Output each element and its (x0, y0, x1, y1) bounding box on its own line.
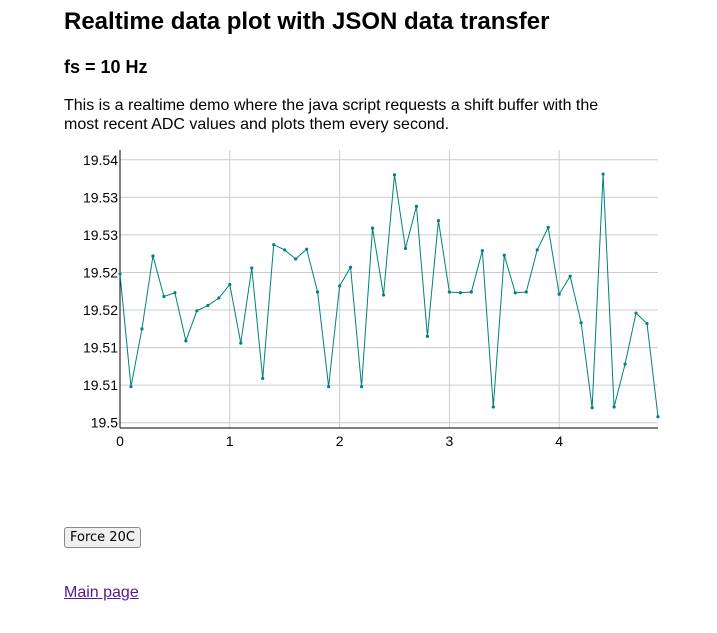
data-point (118, 272, 122, 276)
data-point (239, 341, 243, 345)
page-title: Realtime data plot with JSON data transf… (64, 8, 550, 35)
data-point (261, 376, 265, 381)
data-point (195, 309, 199, 313)
data-point (381, 293, 386, 297)
data-point (173, 291, 177, 295)
y-tick-label: 19.53 (83, 227, 118, 243)
data-point (162, 294, 166, 299)
data-point (305, 247, 309, 251)
data-point (403, 246, 408, 251)
data-point (623, 362, 627, 366)
x-tick-label: 0 (116, 433, 124, 449)
main-page-link[interactable]: Main page (64, 584, 139, 601)
x-tick-label: 2 (336, 433, 344, 449)
data-point (480, 249, 484, 253)
data-point (546, 225, 550, 229)
y-tick-label: 19.54 (83, 152, 118, 168)
data-point (206, 303, 210, 308)
data-point (140, 327, 144, 331)
data-point (184, 339, 188, 343)
x-tick-label: 3 (445, 433, 453, 449)
data-point (414, 204, 419, 208)
data-point (458, 291, 462, 295)
data-point (601, 172, 605, 176)
data-point (217, 296, 221, 300)
data-point (327, 385, 331, 389)
data-point (557, 292, 561, 296)
data-point (228, 282, 232, 287)
sampling-rate-heading: fs = 10 Hz (64, 57, 148, 77)
data-point (436, 219, 441, 223)
data-point (348, 265, 353, 269)
data-point (283, 248, 287, 252)
x-tick-label: 1 (226, 433, 234, 449)
data-point (656, 415, 660, 419)
data-point (524, 290, 528, 294)
data-point (612, 405, 616, 409)
x-tick-label: 4 (555, 433, 563, 449)
data-point (645, 321, 649, 326)
data-point (250, 266, 254, 270)
y-tick-label: 19.53 (83, 189, 118, 205)
data-point (425, 334, 430, 338)
data-point (535, 248, 539, 252)
data-point (491, 405, 495, 409)
y-tick-label: 19.5 (91, 415, 118, 431)
data-point (370, 226, 375, 230)
data-point (513, 291, 517, 295)
y-tick-label: 19.52 (83, 302, 118, 318)
data-point (392, 173, 397, 177)
data-point (568, 274, 572, 278)
description-text: This is a realtime demo where the java s… (64, 97, 599, 133)
data-point (337, 284, 342, 288)
realtime-line-chart: 19.5 19.51 19.51 19.52 19.52 19.53 19.53 19.54 0… (83, 150, 660, 449)
data-point (469, 290, 473, 294)
data-point (590, 406, 594, 410)
data-point (579, 321, 583, 325)
data-point (151, 254, 155, 258)
y-tick-label: 19.52 (83, 264, 118, 280)
data-point (129, 385, 133, 389)
y-tick-label: 19.51 (83, 340, 118, 356)
y-tick-label: 19.51 (83, 377, 118, 393)
data-point (359, 385, 364, 389)
data-point (316, 290, 320, 294)
data-point (502, 253, 506, 257)
series-line (119, 174, 659, 417)
force-20c-button[interactable]: Force 20C (64, 527, 141, 548)
data-point (634, 311, 638, 315)
data-point (447, 290, 451, 294)
data-point (294, 257, 298, 261)
data-point (272, 243, 276, 247)
